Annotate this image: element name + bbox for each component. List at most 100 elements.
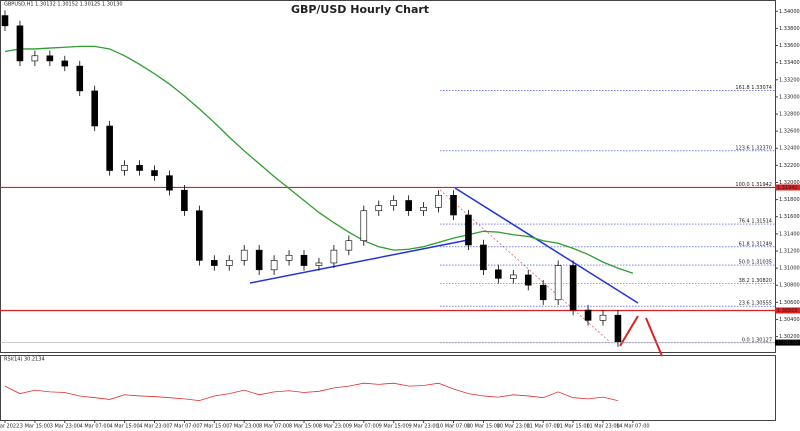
x-tick-label: 11 Mar 07:00 [527, 424, 560, 430]
candle-body [151, 170, 158, 176]
x-tick-label: 4 Mar 15:00 [109, 424, 139, 430]
level-tag-label: 1.30505 [777, 308, 798, 314]
y-tick-label: 1.30600 [779, 300, 800, 306]
x-tick-label: 8 Mar 23:00 [319, 424, 349, 430]
candle-body [46, 55, 54, 62]
rsi-label: RSI(14) 30.2134 [4, 357, 45, 363]
candle-body [211, 260, 218, 266]
candle-body [1, 15, 9, 27]
fib-label: 123.6 1.32370 [735, 145, 772, 151]
y-tick-label: 1.33000 [779, 94, 800, 100]
y-tick-label: 1.33600 [779, 43, 800, 49]
candle-body [255, 249, 263, 271]
candle-body [509, 274, 517, 279]
x-tick-label: 7 Mar 15:00 [199, 424, 229, 430]
candle-body [285, 254, 293, 261]
y-tick-label: 1.32400 [779, 146, 800, 152]
level-tag [775, 307, 800, 314]
main-panel [0, 0, 776, 353]
candle-body [465, 214, 472, 246]
level-tag [775, 184, 800, 191]
y-tick-label: 1.31000 [779, 266, 800, 272]
candle-body [16, 25, 24, 62]
fib-label: 38.2 1.30820 [739, 278, 772, 284]
candle-body [614, 314, 622, 343]
y-tick-label: 1.31800 [779, 197, 800, 203]
candle-body [315, 262, 323, 266]
arrow-down [645, 317, 663, 357]
y-tick-label: 1.30200 [779, 334, 800, 340]
y-tick-label: 1.33200 [779, 77, 800, 83]
candle-body [61, 60, 69, 67]
x-tick-label: 8 Mar 15:00 [289, 424, 319, 430]
moving-average [4, 45, 634, 274]
y-tick-label: 1.31200 [779, 248, 800, 254]
y-tick-label: 1.34000 [779, 9, 800, 15]
x-tick-label: 10 Mar 07:00 [437, 424, 470, 430]
candle-body [76, 65, 84, 92]
y-tick-label: 1.32800 [779, 112, 800, 118]
candle-body [539, 284, 547, 301]
y-tick-label: 1.32600 [779, 129, 800, 135]
candle-body [300, 254, 308, 266]
x-tick-label: 14 Mar 07:00 [616, 424, 649, 430]
x-tick-label: 10 Mar 23:00 [497, 424, 530, 430]
current-price-label: 1.30130 [777, 340, 798, 346]
fib-label: 161.8 1.33074 [735, 85, 772, 91]
candle-body [136, 165, 143, 171]
candle-body [360, 210, 368, 242]
x-tick-label: 8 Mar 07:00 [259, 424, 289, 430]
candle-body [435, 195, 442, 208]
x-tick-label: 3 Mar 15:00 [20, 424, 50, 430]
y-tick-label: 1.32000 [779, 180, 800, 186]
x-tick-label: 7 Mar 07:00 [169, 424, 199, 430]
current-price-tag [775, 339, 800, 346]
x-tick-label: 4 Mar 23:00 [139, 424, 169, 430]
candle-body [584, 309, 592, 321]
candle-body [225, 260, 233, 266]
y-tick-label: 1.30400 [779, 317, 800, 323]
fib-label: 0.0 1.30127 [742, 337, 772, 343]
header: GBPUSD,H1 1.30132 1.30152 1.30125 1.3013… [4, 2, 123, 8]
candle-body [450, 195, 457, 216]
x-tick-label: 11 Mar 15:00 [556, 424, 589, 430]
fib-label: 100.0 1.31942 [735, 182, 772, 188]
x-tick-label: 10 Mar 15:00 [467, 424, 500, 430]
x-tick-label: 4 Mar 07:00 [80, 424, 110, 430]
candle-body [181, 189, 188, 212]
candle-body [554, 265, 562, 301]
x-tick-label: 9 Mar 23:00 [408, 424, 438, 430]
candle-body [599, 314, 607, 321]
candle-body [345, 240, 353, 251]
y-tick-label: 1.31400 [779, 231, 800, 237]
candle-body [31, 55, 39, 62]
x-tick-label: 7 Mar 23:00 [229, 424, 259, 430]
candle-body [390, 200, 398, 206]
candle-body [166, 175, 173, 191]
candle-body [91, 90, 98, 127]
candle-body [240, 249, 248, 261]
fib-label: 23.6 1.30555 [739, 301, 772, 307]
fib-label: 76.4 1.31514 [739, 219, 772, 225]
y-tick-label: 1.30800 [779, 283, 800, 289]
candle-body [270, 260, 278, 271]
candle-body [495, 269, 502, 279]
y-tick-label: 1.31600 [779, 214, 800, 220]
y-tick-label: 1.32200 [779, 163, 800, 169]
support-trendline [249, 239, 469, 284]
arrow-up [619, 315, 639, 347]
fib-label: 61.8 1.31249 [739, 241, 772, 247]
x-tick-label: 3 Mar 23:00 [50, 424, 80, 430]
level-tag-label: 1.31942 [777, 185, 798, 191]
y-tick-label: 1.33400 [779, 60, 800, 66]
rsi-line [4, 382, 619, 402]
x-tick-label: 3 Mar 2022 [0, 424, 19, 430]
candle-body [569, 265, 577, 311]
candle-body [375, 205, 383, 212]
candle-body [196, 210, 203, 261]
fib-label: 50.0 1.31035 [739, 260, 772, 266]
chart-title: GBP/USD Hourly Chart [291, 3, 429, 16]
candle-body [420, 207, 427, 212]
candle-body [121, 165, 128, 171]
